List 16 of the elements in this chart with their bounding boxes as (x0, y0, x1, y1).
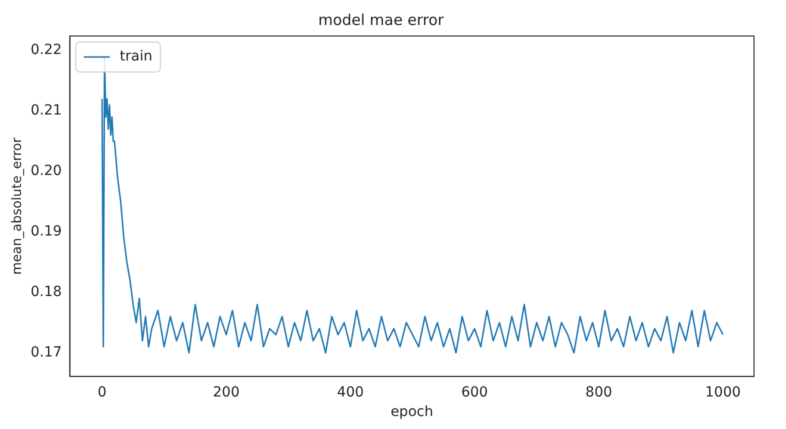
x-tick-label: 1000 (705, 384, 741, 400)
y-tick-label: 0.17 (30, 344, 62, 360)
y-tick-label: 0.19 (30, 224, 62, 240)
legend-label: train (120, 48, 152, 65)
y-axis-title: mean_absolute_error (10, 136, 26, 275)
y-tick-label: 0.18 (30, 284, 62, 300)
y-tick-label: 0.20 (30, 163, 62, 180)
x-tick-label: 400 (337, 384, 364, 400)
y-tick-label: 0.22 (30, 42, 62, 58)
x-tick-label: 200 (212, 384, 240, 400)
y-tick-label: 0.21 (30, 102, 62, 119)
x-tick-label: 600 (461, 384, 488, 400)
chart-title: model mae error (318, 10, 445, 29)
x-tick-label: 800 (585, 384, 612, 400)
x-tick-label: 0 (98, 384, 107, 400)
x-axis-title: epoch (390, 404, 434, 420)
